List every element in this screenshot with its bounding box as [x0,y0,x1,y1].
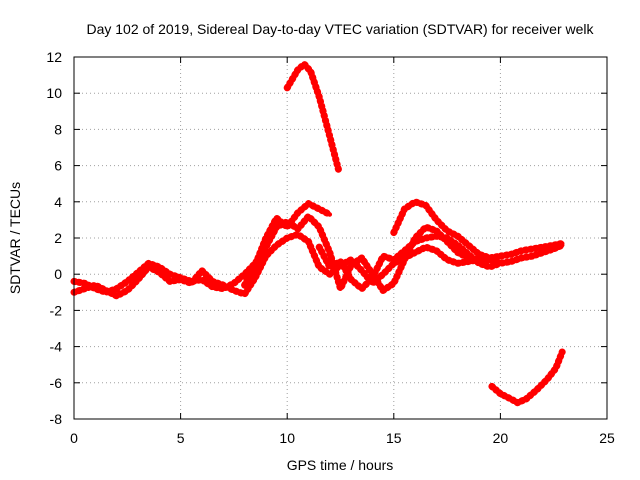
x-tick-label: 5 [177,430,185,446]
y-tick-label: 12 [46,49,62,65]
series-markers-track-e [390,198,494,262]
x-axis-ticks: 0 5 10 15 20 25 [70,57,615,446]
y-tick-label: 6 [54,158,62,174]
y-axis-ticks: -8 -6 -4 -2 0 2 4 6 8 10 12 [46,49,607,427]
y-tick-label: 4 [54,194,62,210]
x-axis-label: GPS time / hours [287,457,394,473]
series-markers-track-d [315,232,504,293]
y-tick-label: 8 [54,121,62,137]
y-tick-label: 0 [54,266,62,282]
series-markers-track-g [488,348,566,407]
series-markers-track-f [283,60,342,173]
x-tick-label: 10 [279,430,295,446]
chart-title: Day 102 of 2019, Sidereal Day-to-day VTE… [86,21,594,37]
y-tick-label: -4 [50,339,63,355]
series-markers-track-c [241,200,334,289]
y-tick-label: -2 [50,302,63,318]
y-tick-label: -6 [50,375,63,391]
grid [74,57,607,419]
x-tick-label: 25 [599,430,615,446]
x-tick-label: 20 [493,430,509,446]
data-series [70,60,566,407]
y-tick-label: 2 [54,230,62,246]
y-tick-label: 10 [46,85,62,101]
x-tick-label: 0 [70,430,78,446]
y-axis-label: SDTVAR / TECUs [7,182,23,294]
series-markers-track-b [70,212,566,296]
y-tick-label: -8 [50,411,63,427]
x-tick-label: 15 [386,430,402,446]
plot-frame [73,56,608,420]
